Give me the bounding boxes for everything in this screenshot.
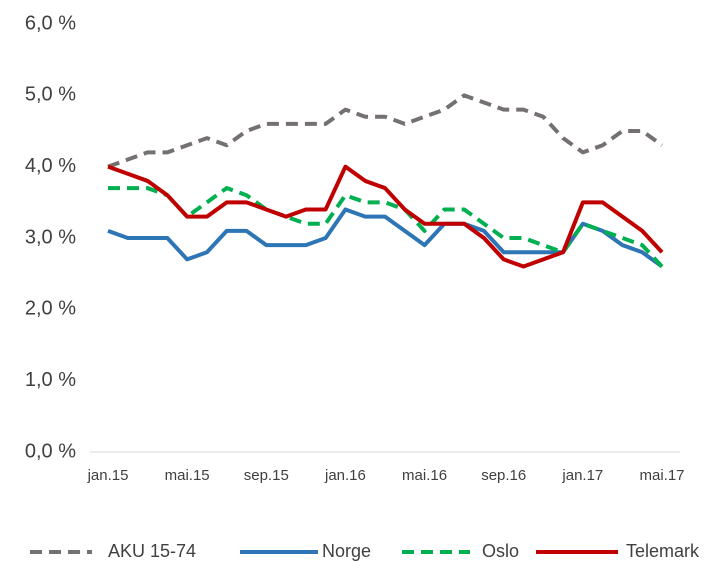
y-tick-label: 2,0 % [25, 298, 76, 320]
x-tick-label: sep.16 [481, 467, 526, 484]
legend-label: Telemark [626, 541, 700, 561]
y-tick-label: 4,0 % [25, 155, 76, 177]
series-line [108, 186, 664, 268]
y-tick-label: 6,0 % [25, 12, 76, 34]
x-tick-label: jan.16 [324, 467, 366, 484]
y-tick-label: 1,0 % [25, 369, 76, 391]
x-tick-label: mai.17 [639, 467, 684, 484]
y-tick-label: 0,0 % [25, 440, 76, 462]
y-tick-label: 5,0 % [25, 84, 76, 106]
x-tick-label: jan.15 [87, 467, 129, 484]
x-tick-label: jan.17 [561, 467, 603, 484]
legend-label: Oslo [482, 541, 519, 561]
series-line [107, 93, 664, 169]
legend-label: AKU 15-74 [108, 541, 196, 561]
x-tick-label: sep.15 [244, 467, 289, 484]
legend-label: Norge [322, 541, 371, 561]
series-line [107, 164, 664, 269]
x-tick-label: mai.16 [402, 467, 447, 484]
y-tick-label: 3,0 % [25, 226, 76, 248]
x-tick-label: mai.15 [165, 467, 210, 484]
